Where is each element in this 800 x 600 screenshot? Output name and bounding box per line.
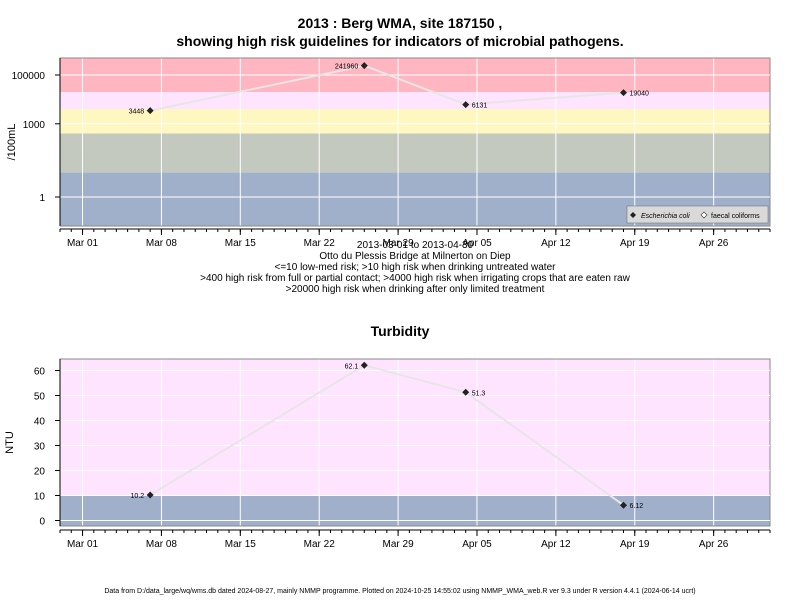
micro-x-tick-label: Mar 01 <box>67 238 99 249</box>
micro-x-tick-label: Mar 08 <box>146 238 178 249</box>
micro-y-tick-label: 1 <box>39 193 45 204</box>
legend-fc-marker <box>700 211 708 219</box>
caption-guideline-2: >400 high risk from full or partial cont… <box>200 273 630 284</box>
caption-guideline-1: <=10 low-med risk; >10 high risk when dr… <box>274 262 556 273</box>
footer-note: Data from D:/data_large/wq/wms.db dated … <box>104 588 696 595</box>
caption-site: Otto du Plessis Bridge at Milnerton on D… <box>319 251 511 262</box>
ecoli-point <box>360 62 368 70</box>
turbidity-point <box>462 388 470 396</box>
turb-y-tick-label: 60 <box>34 367 46 378</box>
legend-ecoli-marker <box>630 212 636 218</box>
turb-y-tick-label: 50 <box>34 392 46 403</box>
turb-y-tick-label: 10 <box>34 492 46 503</box>
micro-legend-box <box>626 205 769 224</box>
chart-caption: 2013-03-01 to 2013-04-30 Otto du Plessis… <box>60 240 770 295</box>
turb-x-tick-label: Apr 19 <box>620 539 650 550</box>
ecoli-data-label: 19040 <box>629 91 649 98</box>
turb-band-1 <box>60 495 770 526</box>
legend-ecoli-label: Escherichia coli <box>641 213 690 220</box>
turb-y-axis-label: NTU <box>4 431 16 454</box>
turbidity-point <box>146 491 154 499</box>
ecoli-data-label: 3448 <box>129 109 145 116</box>
turbidity-point <box>360 361 368 369</box>
turb-y-tick-label: 20 <box>34 467 46 478</box>
turb-y-tick-label: 30 <box>34 442 46 453</box>
micro-x-tick-label: Mar 29 <box>383 238 415 249</box>
turbidity-data-label: 51.3 <box>472 390 486 397</box>
turb-x-tick-label: Mar 15 <box>225 539 257 550</box>
turb-x-tick-label: Mar 01 <box>67 539 99 550</box>
turbidity-data-label: 62.1 <box>345 363 359 370</box>
legend-fc-label: faecal coliforms <box>711 213 760 220</box>
turb-x-tick-label: Apr 26 <box>699 539 729 550</box>
caption-guideline-3: >20000 high risk when drinking after onl… <box>285 284 545 295</box>
ecoli-point <box>146 107 154 115</box>
micro-x-tick-label: Mar 22 <box>304 238 336 249</box>
ecoli-data-label: 241960 <box>335 64 358 71</box>
turbidity-data-label: 10.2 <box>131 493 145 500</box>
micro-x-tick-label: Apr 19 <box>620 238 650 249</box>
micro-y-tick-label: 100000 <box>12 71 46 82</box>
micro-x-tick-label: Apr 05 <box>462 238 492 249</box>
micro-y-axis-label: /100mL <box>6 124 18 161</box>
micro-band-2 <box>60 109 770 134</box>
ecoli-series-line <box>149 64 624 112</box>
turb-x-tick-label: Apr 12 <box>541 539 571 550</box>
ecoli-point <box>619 89 627 97</box>
chart-title-microbial: 2013 : Berg WMA, site 187150 , showing h… <box>0 14 800 50</box>
turbidity-series-line <box>149 364 625 507</box>
chart-title-line-1: 2013 : Berg WMA, site 187150 , <box>297 15 503 31</box>
chart-title-turbidity: Turbidity <box>370 323 430 339</box>
turbidity-data-label: 6.12 <box>629 503 643 510</box>
turb-x-tick-label: Mar 22 <box>304 539 336 550</box>
turb-x-tick-label: Mar 29 <box>383 539 415 550</box>
micro-band-1 <box>60 92 770 110</box>
micro-band-3 <box>60 133 770 173</box>
chart-title-line-2: showing high risk guidelines for indicat… <box>176 33 624 49</box>
turbidity-point <box>619 501 627 509</box>
micro-x-tick-label: Mar 15 <box>225 238 257 249</box>
micro-y-tick-label: 1000 <box>23 120 46 131</box>
turb-y-tick-label: 40 <box>34 417 46 428</box>
turb-x-tick-label: Mar 08 <box>146 539 178 550</box>
caption-date-range: 2013-03-01 to 2013-04-30 <box>356 240 474 251</box>
micro-x-tick-label: Apr 26 <box>699 238 729 249</box>
micro-x-tick-label: Apr 12 <box>541 238 571 249</box>
ecoli-data-label: 6131 <box>472 103 488 110</box>
turb-y-tick-label: 0 <box>39 517 45 528</box>
turb-band-0 <box>60 359 770 496</box>
ecoli-point <box>462 101 470 109</box>
turb-x-tick-label: Apr 05 <box>462 539 492 550</box>
